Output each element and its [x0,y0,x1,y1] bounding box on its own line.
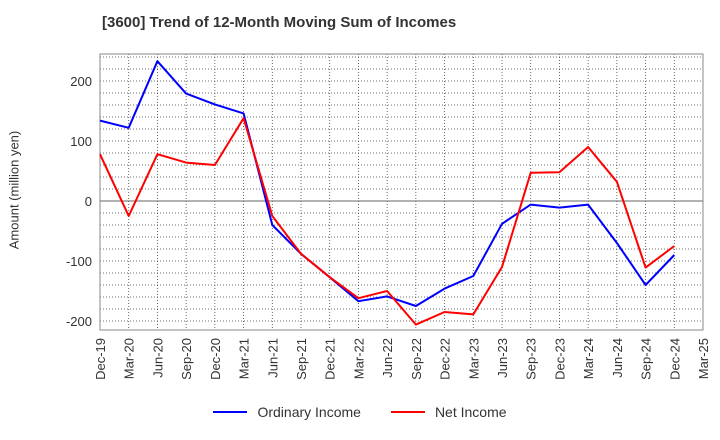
x-tick-label: Jun-21 [265,338,280,378]
series-line-ordinary-income [99,60,676,307]
axis-layer [99,53,704,331]
y-tick-label: -200 [66,314,92,329]
x-tick-label: Dec-23 [552,338,567,380]
plot-frame [99,53,704,331]
x-tick-label: Jun-24 [610,338,625,378]
x-tick-label: Sep-20 [179,338,194,380]
legend-item-net-income: Net Income [390,404,507,420]
x-tick-label: Dec-22 [438,338,453,380]
y-tick-label: -100 [66,254,92,269]
x-tick-label: Sep-21 [294,338,309,380]
x-tick-label: Sep-24 [639,338,654,380]
x-tick-label: Dec-20 [208,338,223,380]
legend-item-ordinary-income: Ordinary Income [213,404,361,420]
y-tick-label: 200 [70,74,92,89]
x-tick-label: Mar-22 [351,338,366,379]
x-tick-label: Sep-22 [409,338,424,380]
y-tick-label: 0 [85,194,92,209]
x-tick-label: Mar-21 [237,338,252,379]
legend-label-ordinary-income: Ordinary Income [257,404,361,420]
x-tick-label: Mar-24 [581,338,596,379]
x-tick-label: Mar-20 [122,338,137,379]
legend-label-net-income: Net Income [434,404,507,420]
legend-swatch-ordinary-income [213,411,248,413]
x-tick-label: Dec-24 [667,338,682,380]
series-layer [99,60,676,326]
series-line-net-income [99,117,675,326]
x-tick-label: Mar-23 [466,338,481,379]
x-tick-label: Sep-23 [524,338,539,380]
chart-title: [3600] Trend of 12-Month Moving Sum of I… [102,14,457,31]
x-tick-label: Mar-25 [696,338,711,379]
y-tick-label: 100 [70,134,92,149]
x-tick-label: Jun-23 [495,338,510,378]
x-tick-label: Dec-19 [93,338,108,380]
x-tick-label: Jun-22 [380,338,395,378]
legend: Ordinary Income Net Income [0,404,720,420]
legend-swatch-net-income [390,411,425,413]
x-tick-label: Jun-20 [150,338,165,378]
x-tick-label: Dec-21 [323,338,338,380]
